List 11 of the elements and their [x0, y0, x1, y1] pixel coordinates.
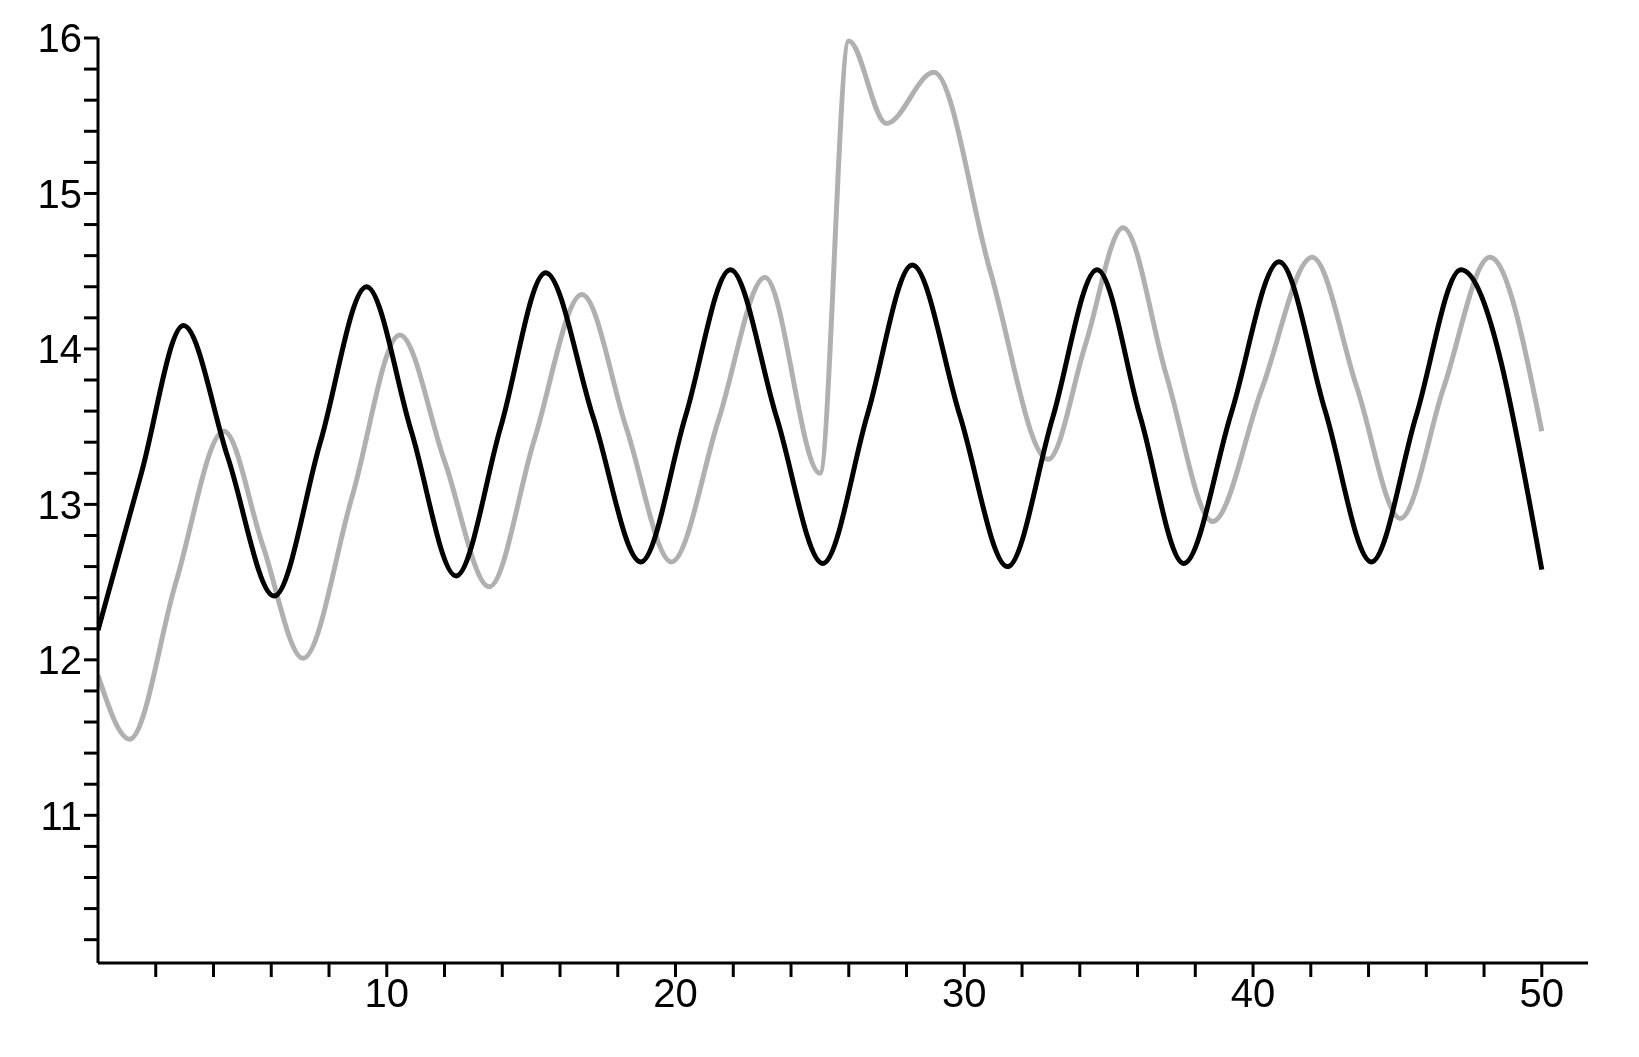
y-tick-label: 14	[37, 327, 82, 372]
x-tick-label: 30	[942, 971, 987, 1016]
y-tick-label: 15	[37, 171, 82, 216]
y-tick-label: 16	[37, 16, 82, 61]
x-tick-label: 40	[1230, 971, 1276, 1016]
y-tick-label: 12	[37, 638, 82, 683]
y-tick-label: 11	[40, 793, 82, 838]
x-tick-label: 20	[653, 971, 698, 1016]
x-tick-label: 50	[1519, 971, 1565, 1016]
y-tick-label: 13	[37, 482, 82, 527]
x-tick-label: 10	[364, 971, 410, 1016]
